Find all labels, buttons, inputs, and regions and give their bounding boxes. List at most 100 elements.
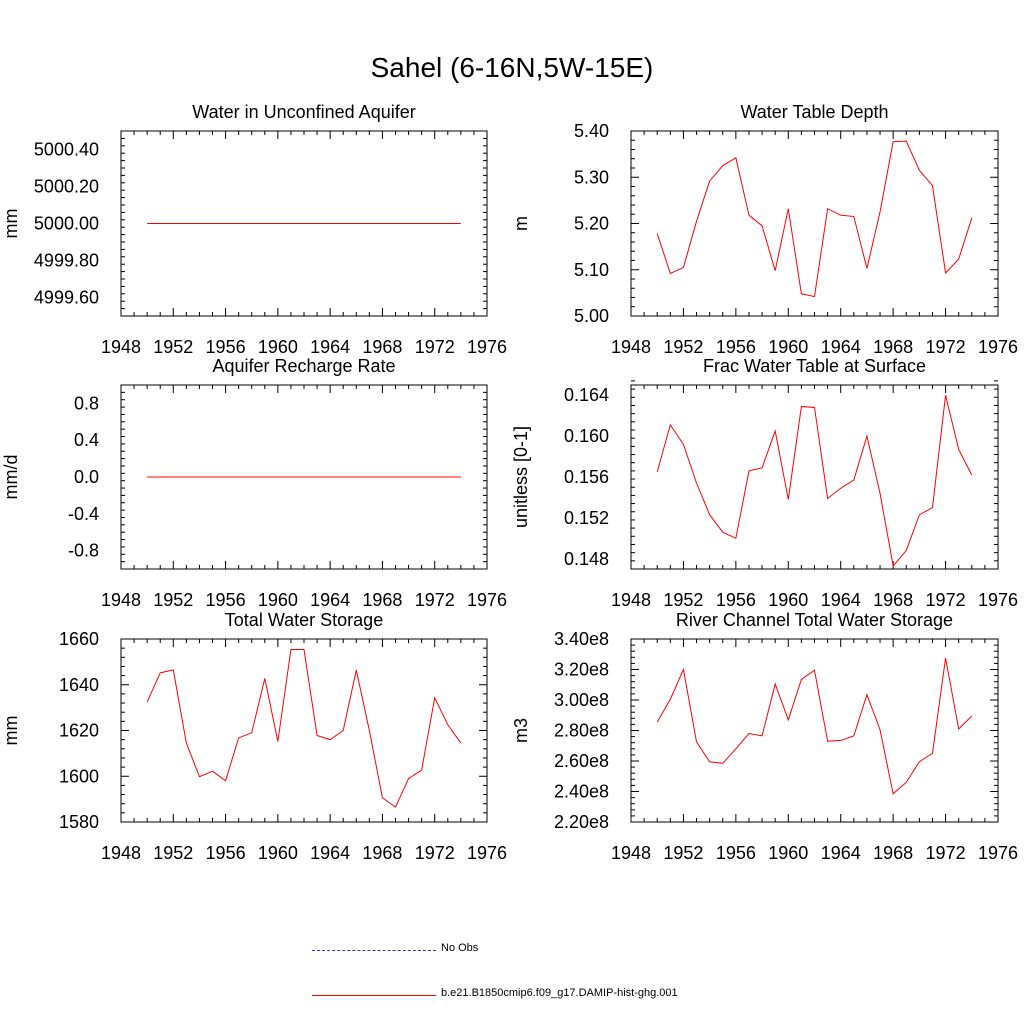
x-tick-label: 1960 bbox=[768, 843, 808, 863]
x-tick-label: 1948 bbox=[101, 590, 141, 610]
x-tick-label: 1948 bbox=[611, 337, 651, 357]
y-tick-label: 5000.00 bbox=[34, 214, 99, 234]
x-tick-label: 1956 bbox=[716, 337, 756, 357]
x-tick-label: 1976 bbox=[978, 843, 1018, 863]
chart-title: Aquifer Recharge Rate bbox=[212, 356, 395, 376]
x-tick-label: 1960 bbox=[258, 843, 298, 863]
y-tick-label: 5.00 bbox=[574, 306, 609, 326]
y-axis-label: m bbox=[511, 216, 531, 231]
x-tick-label: 1952 bbox=[153, 590, 193, 610]
y-tick-label: 4999.60 bbox=[34, 288, 99, 308]
chart-panel: Water Table Depth m 1948 1952 1956 1960 1964 19… bbox=[511, 102, 1018, 357]
x-tick-label: 1968 bbox=[873, 337, 913, 357]
chart-panel: Total Water Storage mm 1948 1952 1956 1960 196… bbox=[1, 610, 507, 863]
chart-panel: River Channel Total Water Storage m3 1948 1… bbox=[511, 610, 1018, 863]
x-tick-label: 1972 bbox=[415, 337, 455, 357]
chart-panel: Frac Water Table at Surface unitless [0-1… bbox=[511, 356, 1018, 610]
legend-label: b.e21.B1850cmip6.f09_g17.DAMIP-hist-ghg.… bbox=[441, 987, 678, 999]
y-tick-label: 2.80e8 bbox=[554, 721, 609, 741]
chart-title: Water in Unconfined Aquifer bbox=[192, 102, 415, 122]
y-tick-label: 0.8 bbox=[74, 393, 99, 413]
y-tick-label: 1620 bbox=[59, 721, 99, 741]
plot-frame bbox=[120, 638, 488, 823]
x-tick-label: 1972 bbox=[415, 843, 455, 863]
x-tick-label: 1972 bbox=[926, 590, 966, 610]
x-tick-label: 1964 bbox=[821, 590, 861, 610]
x-tick-label: 1956 bbox=[716, 590, 756, 610]
y-tick-label: 1580 bbox=[59, 812, 99, 832]
y-tick-label: 3.00e8 bbox=[554, 690, 609, 710]
chart-title: Water Table Depth bbox=[740, 102, 888, 122]
y-axis-label: mm bbox=[1, 716, 21, 746]
x-tick-label: 1952 bbox=[663, 590, 703, 610]
x-tick-label: 1952 bbox=[153, 843, 193, 863]
y-axis-label: mm bbox=[1, 209, 21, 239]
y-tick-label: 0.4 bbox=[74, 430, 99, 450]
x-tick-label: 1964 bbox=[821, 337, 861, 357]
y-tick-label: 5.20 bbox=[574, 214, 609, 234]
chart-title: Frac Water Table at Surface bbox=[703, 356, 926, 376]
y-tick-label: 0.152 bbox=[564, 508, 609, 528]
y-axis-label: m3 bbox=[511, 718, 531, 743]
y-tick-label: -0.4 bbox=[68, 504, 99, 524]
x-tick-label: 1964 bbox=[310, 590, 350, 610]
x-tick-label: 1976 bbox=[978, 337, 1018, 357]
x-tick-label: 1948 bbox=[101, 843, 141, 863]
y-tick-label: 5.40 bbox=[574, 121, 609, 141]
y-tick-label: 5.10 bbox=[574, 260, 609, 280]
y-tick-label: 3.20e8 bbox=[554, 660, 609, 680]
x-tick-label: 1976 bbox=[467, 590, 507, 610]
chart-title: River Channel Total Water Storage bbox=[676, 610, 953, 630]
x-tick-label: 1956 bbox=[206, 843, 246, 863]
plot-frame bbox=[630, 130, 999, 317]
y-tick-label: -0.8 bbox=[68, 541, 99, 561]
x-tick-label: 1952 bbox=[153, 337, 193, 357]
y-tick-label: 2.20e8 bbox=[554, 812, 609, 832]
series-line bbox=[656, 657, 973, 795]
figure-title: Sahel (6-16N,5W-15E) bbox=[370, 52, 654, 83]
y-axis-label: unitless [0-1] bbox=[511, 426, 531, 528]
series-line bbox=[146, 649, 462, 808]
x-tick-label: 1960 bbox=[768, 590, 808, 610]
y-tick-label: 0.160 bbox=[564, 426, 609, 446]
x-tick-label: 1968 bbox=[873, 590, 913, 610]
x-tick-label: 1952 bbox=[663, 843, 703, 863]
y-tick-label: 1640 bbox=[59, 675, 99, 695]
y-tick-label: 0.156 bbox=[564, 467, 609, 487]
x-tick-label: 1952 bbox=[663, 337, 703, 357]
y-axis-label: mm/d bbox=[1, 455, 21, 500]
x-tick-label: 1948 bbox=[101, 337, 141, 357]
x-tick-label: 1968 bbox=[362, 590, 402, 610]
x-tick-label: 1964 bbox=[310, 337, 350, 357]
x-tick-label: 1968 bbox=[362, 843, 402, 863]
y-tick-label: 0.164 bbox=[564, 385, 609, 405]
plot-frame bbox=[630, 638, 999, 823]
x-tick-label: 1960 bbox=[768, 337, 808, 357]
x-tick-label: 1972 bbox=[926, 337, 966, 357]
x-tick-label: 1972 bbox=[926, 843, 966, 863]
legend-label: No Obs bbox=[441, 942, 479, 954]
x-tick-label: 1948 bbox=[611, 590, 651, 610]
x-tick-label: 1960 bbox=[258, 590, 298, 610]
y-tick-label: 1600 bbox=[59, 766, 99, 786]
y-tick-label: 4999.80 bbox=[34, 251, 99, 271]
y-tick-label: 5000.40 bbox=[34, 140, 99, 160]
y-tick-label: 2.40e8 bbox=[554, 782, 609, 802]
y-tick-label: 1660 bbox=[59, 629, 99, 649]
series-line bbox=[656, 395, 973, 568]
x-tick-label: 1956 bbox=[716, 843, 756, 863]
y-tick-label: 5.30 bbox=[574, 167, 609, 187]
legend-swatch-dashed bbox=[312, 950, 436, 951]
x-tick-label: 1948 bbox=[611, 843, 651, 863]
x-tick-label: 1968 bbox=[873, 843, 913, 863]
x-tick-label: 1976 bbox=[978, 590, 1018, 610]
y-tick-label: 2.60e8 bbox=[554, 751, 609, 771]
x-tick-label: 1964 bbox=[821, 843, 861, 863]
chart-panel: Water in Unconfined Aquifer mm 1948 1952 195… bbox=[1, 102, 507, 357]
x-tick-label: 1964 bbox=[310, 843, 350, 863]
chart-panel: Aquifer Recharge Rate mm/d 1948 1952 1956 196… bbox=[1, 356, 507, 610]
y-tick-label: 0.0 bbox=[74, 467, 99, 487]
plot-frame bbox=[630, 384, 999, 570]
chart-title: Total Water Storage bbox=[225, 610, 383, 630]
x-tick-label: 1956 bbox=[206, 337, 246, 357]
